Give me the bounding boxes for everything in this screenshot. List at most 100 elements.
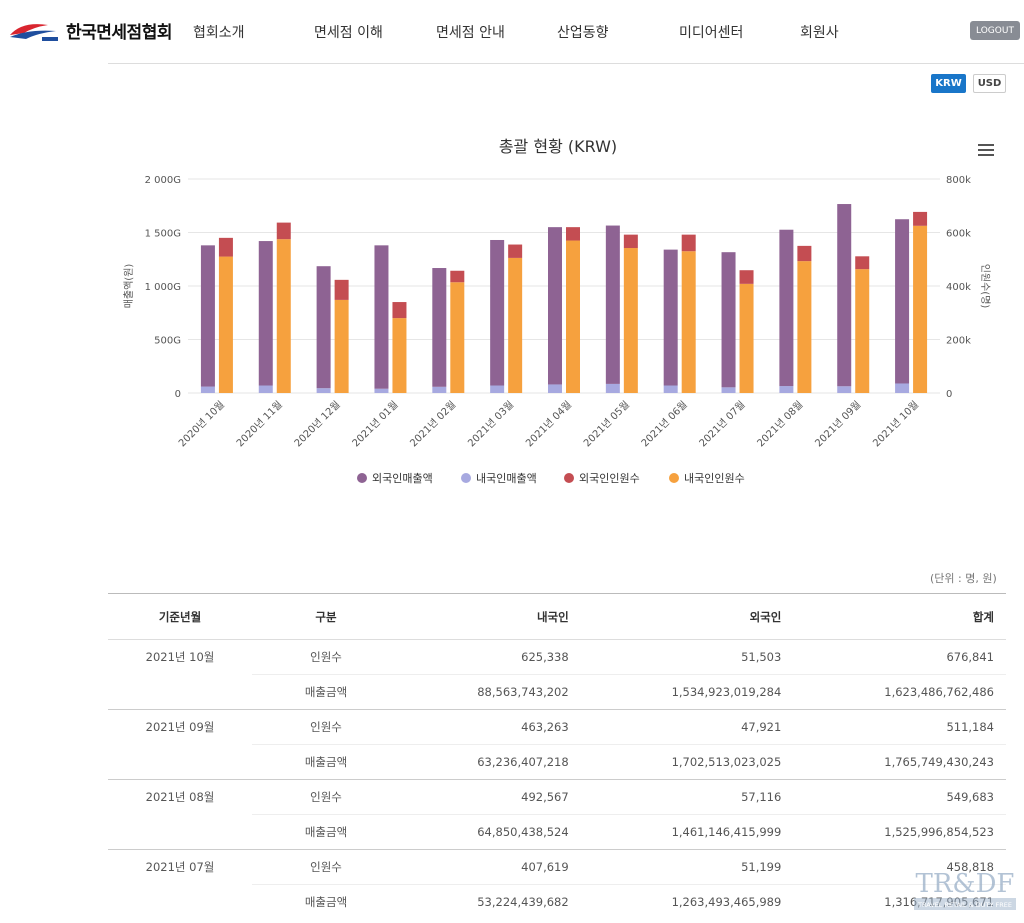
unit-note: (단위 : 명, 원) — [930, 572, 997, 585]
value-cell: 51,199 — [580, 849, 794, 885]
kind-cell: 매출금액 — [252, 744, 400, 780]
x-tick-label: 2021년 02월 — [408, 399, 459, 450]
nav-item-guide[interactable]: 면세점 안내 — [436, 25, 505, 41]
kind-cell: 매출금액 — [252, 674, 400, 710]
bar-foreign-sales — [432, 268, 447, 387]
table-row: 2021년 09월 인원수 463,263 47,921 511,184 — [108, 709, 1006, 745]
bar-domestic-sales — [605, 383, 620, 393]
nav-item-members[interactable]: 회원사 — [800, 25, 839, 41]
logout-button[interactable]: LOGOUT — [970, 21, 1020, 40]
kind-cell: 인원수 — [252, 779, 400, 815]
bar-foreign-sales — [200, 245, 215, 387]
bar-foreign-sales — [258, 241, 273, 386]
bar-foreign-visitors — [855, 256, 870, 270]
month-cell: 2021년 09월 — [108, 709, 252, 745]
bar-foreign-sales — [548, 227, 562, 385]
bar-foreign-sales — [490, 239, 505, 386]
bar-foreign-visitors — [276, 222, 291, 240]
bar-domestic-visitors — [276, 239, 291, 393]
nav-item-about[interactable]: 협회소개 — [193, 25, 245, 41]
site-header: 한국면세점협회 협회소개 면세점 이해 면세점 안내 산업동향 미디어센터 회원… — [0, 0, 1024, 64]
header-total: 합계 — [793, 593, 1006, 640]
bar-foreign-sales — [721, 252, 736, 388]
value-cell: 1,534,923,019,284 — [580, 674, 794, 710]
value-cell: 458,818 — [793, 849, 1006, 885]
bar-domestic-visitors — [392, 318, 407, 393]
x-tick-label: 2021년 07월 — [697, 399, 748, 450]
header-domestic: 내국인 — [400, 593, 581, 640]
table-row: 2021년 07월 인원수 407,619 51,199 458,818 — [108, 849, 1006, 885]
value-cell: 1,765,749,430,243 — [793, 744, 1006, 780]
bar-foreign-visitors — [450, 270, 465, 283]
legend-marker — [357, 473, 367, 483]
bar-domestic-sales — [490, 385, 505, 393]
currency-krw-button[interactable]: KRW — [931, 74, 966, 93]
header-month: 기준년월 — [108, 593, 252, 640]
y-tick-label: 1 000G — [145, 282, 181, 293]
summary-chart: 총괄 현황 (KRW) 0 0 500G 200k 1 000G 400k 1 500G 600… — [123, 137, 991, 485]
legend-marker — [461, 473, 471, 483]
table-row: 2021년 10월 인원수 625,338 51,503 676,841 — [108, 639, 1006, 675]
site-logo[interactable]: 한국면세점협회 — [8, 18, 172, 43]
currency-usd-button[interactable]: USD — [973, 74, 1006, 93]
value-cell: 88,563,743,202 — [400, 674, 581, 710]
bar-domestic-sales — [895, 383, 910, 393]
value-cell: 1,263,493,465,989 — [580, 884, 794, 920]
y2-axis-title: 인원수(명) — [979, 264, 991, 309]
x-tick-label: 2021년 06월 — [639, 399, 690, 450]
y2-tick-label: 400k — [946, 282, 971, 293]
value-cell: 463,263 — [400, 709, 581, 745]
nav-item-understanding[interactable]: 면세점 이해 — [314, 25, 383, 41]
month-cell: 2021년 07월 — [108, 849, 252, 885]
bar-foreign-sales — [779, 229, 794, 387]
summary-table: 기준년월 구분 내국인 외국인 합계 2021년 10월 인원수 625,338 51… — [108, 593, 1006, 920]
table-header-row: 기준년월 구분 내국인 외국인 합계 — [108, 593, 1006, 640]
value-cell: 57,116 — [580, 779, 794, 815]
y-tick-label: 0 — [175, 389, 181, 400]
bar-foreign-visitors — [739, 270, 754, 284]
value-cell: 1,702,513,023,025 — [580, 744, 794, 780]
bar-domestic-visitors — [508, 257, 523, 393]
bar-domestic-visitors — [218, 256, 233, 393]
y2-tick-label: 800k — [946, 175, 971, 186]
value-cell: 1,525,996,854,523 — [793, 814, 1006, 850]
x-tick-label: 2021년 01월 — [350, 399, 401, 450]
bar-foreign-visitors — [218, 237, 233, 257]
kdfa-logo-icon — [10, 23, 58, 41]
y2-tick-label: 200k — [946, 336, 971, 347]
y2-tick-label: 600k — [946, 229, 971, 240]
bar-domestic-visitors — [334, 299, 349, 393]
bar-domestic-visitors — [566, 240, 580, 393]
value-cell: 625,338 — [400, 639, 581, 675]
bar-foreign-sales — [895, 219, 910, 384]
bar-domestic-sales — [837, 386, 852, 393]
x-tick-label: 2021년 08월 — [755, 399, 806, 450]
bar-domestic-sales — [779, 386, 794, 393]
value-cell: 64,850,438,524 — [400, 814, 581, 850]
header-foreign: 외국인 — [580, 593, 794, 640]
bar-domestic-visitors — [450, 282, 465, 393]
table-row: 매출금액53,224,439,6821,263,493,465,9891,316… — [108, 884, 1006, 920]
month-cell: 2021년 10월 — [108, 639, 252, 675]
bar-domestic-visitors — [913, 225, 928, 393]
legend-label: 내국인매출액 — [476, 472, 537, 485]
x-tick-label: 2021년 03월 — [466, 399, 517, 450]
value-cell: 63,236,407,218 — [400, 744, 581, 780]
x-tick-label: 2021년 05월 — [581, 399, 632, 450]
value-cell: 407,619 — [400, 849, 581, 885]
table-row: 2021년 08월 인원수 492,567 57,116 549,683 — [108, 779, 1006, 815]
chart-menu-icon[interactable] — [978, 144, 994, 156]
month-cell-empty — [108, 745, 252, 780]
month-cell: 2021년 08월 — [108, 779, 252, 815]
bar-foreign-visitors — [508, 244, 523, 258]
bar-domestic-sales — [721, 387, 736, 393]
logo-text: 한국면세점협회 — [66, 23, 172, 43]
y2-tick-label: 0 — [946, 389, 952, 400]
bar-foreign-sales — [663, 249, 678, 386]
trdf-watermark-logo: TR&DF TRAVEL RETAIL & DUTY FREE — [914, 869, 1016, 910]
nav-item-industry[interactable]: 산업동향 — [557, 25, 609, 41]
kind-cell: 인원수 — [252, 849, 400, 885]
legend-marker — [564, 473, 574, 483]
bar-foreign-visitors — [334, 279, 349, 300]
nav-item-media[interactable]: 미디어센터 — [679, 25, 744, 41]
